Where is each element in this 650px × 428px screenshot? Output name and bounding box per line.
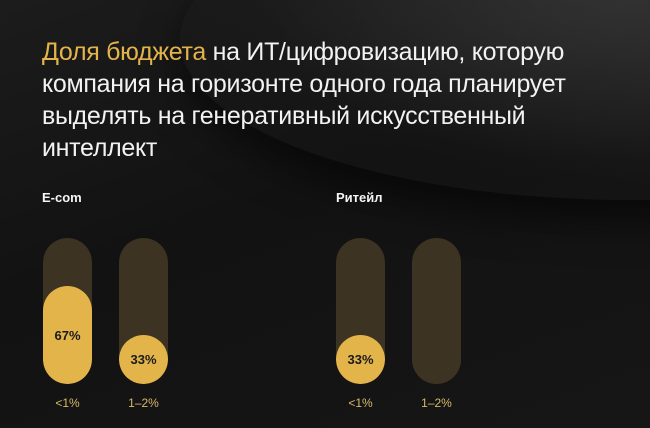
value-label: 33% [130,352,157,367]
bar-track-ecom-lt1: 67% [43,238,92,384]
value-label: 33% [347,352,374,367]
group-label-retail: Ритейл [336,190,383,205]
value-label: 67% [54,327,81,343]
bar-track-ecom-1-2: 33% [119,238,168,384]
category-label-retail-1-2: 1–2% [421,396,452,410]
bar-track-retail-1-2 [412,238,461,384]
title-rest: на ИТ/цифровизацию, которую компания на … [42,38,566,162]
category-label-ecom-lt1: <1% [55,396,80,410]
group-label-ecom: E-com [42,190,82,205]
chart-title: Доля бюджета на ИТ/цифровизацию, которую… [42,36,642,164]
bar-fill-ecom-1-2: 33% [119,335,168,384]
bar-fill-ecom-lt1: 67% [43,286,92,384]
category-label-retail-lt1: <1% [348,396,373,410]
bar-track-retail-lt1: 33% [336,238,385,384]
bar-fill-retail-lt1: 33% [336,335,385,384]
category-label-ecom-1-2: 1–2% [128,396,159,410]
title-accent: Доля бюджета [42,38,207,66]
